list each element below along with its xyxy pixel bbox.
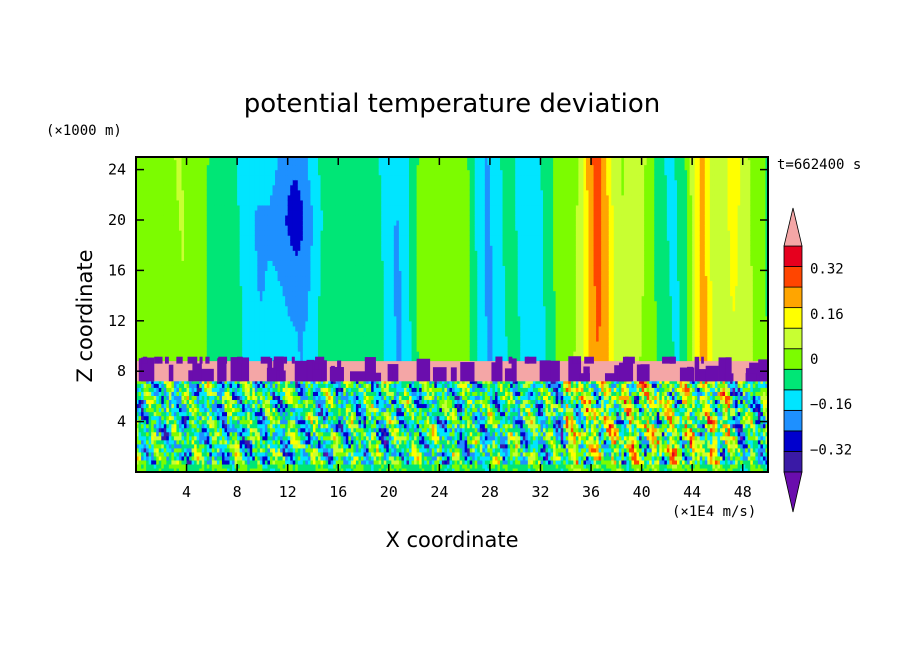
colorbar-segment-4 <box>784 369 802 390</box>
x-tick-label-36: 36 <box>582 483 600 501</box>
colorbar-segment-6 <box>784 328 802 349</box>
colorbar-segment-10 <box>784 246 802 267</box>
y-tick-label-4: 4 <box>117 413 126 431</box>
colorbar-label-3: −0.16 <box>810 397 852 413</box>
x-tick-label-44: 44 <box>683 483 701 501</box>
x-tick-label-32: 32 <box>531 483 549 501</box>
y-axis-label: Z coordinate <box>73 249 97 382</box>
colorbar-extend-bottom <box>784 472 802 512</box>
y-tick-label-16: 16 <box>108 261 126 279</box>
colorbar-label-2: 0 <box>810 352 818 368</box>
x-tick-label-16: 16 <box>329 483 347 501</box>
x-tick-label-4: 4 <box>182 483 191 501</box>
y-tick-label-8: 8 <box>117 362 126 380</box>
y-tick-label-20: 20 <box>108 211 126 229</box>
x-tick-label-24: 24 <box>430 483 448 501</box>
colorbar-segment-2 <box>784 410 802 431</box>
chart-title: potential temperature deviation <box>244 89 660 119</box>
colorbar-segment-0 <box>784 451 802 472</box>
contour-field <box>136 154 773 472</box>
y-tick-label-12: 12 <box>108 312 126 330</box>
colorbar-segment-8 <box>784 287 802 308</box>
y-unit-label: (×1000 m) <box>46 123 122 139</box>
colorbar-label-0: 0.32 <box>810 262 844 278</box>
colorbar-segment-7 <box>784 308 802 329</box>
x-tick-label-48: 48 <box>734 483 752 501</box>
x-tick-label-28: 28 <box>481 483 499 501</box>
colorbar-segment-1 <box>784 431 802 452</box>
y-tick-label-24: 24 <box>108 161 126 179</box>
colorbar-segment-9 <box>784 267 802 288</box>
x-unit-label: (×1E4 m/s) <box>672 504 756 520</box>
x-axis-label: X coordinate <box>385 528 518 552</box>
x-tick-label-12: 12 <box>279 483 297 501</box>
colorbar-segment-5 <box>784 349 802 370</box>
colorbar-segment-3 <box>784 390 802 411</box>
colorbar-extend-top <box>784 208 802 246</box>
colorbar-label-4: −0.32 <box>810 442 852 458</box>
colorbar: 0.32 0.16 0 −0.16 −0.32 <box>784 208 852 512</box>
x-tick-label-8: 8 <box>233 483 242 501</box>
x-tick-label-20: 20 <box>380 483 398 501</box>
x-tick-label-40: 40 <box>633 483 651 501</box>
colorbar-label-1: 0.16 <box>810 307 844 323</box>
time-label: t=662400 s <box>777 157 861 173</box>
